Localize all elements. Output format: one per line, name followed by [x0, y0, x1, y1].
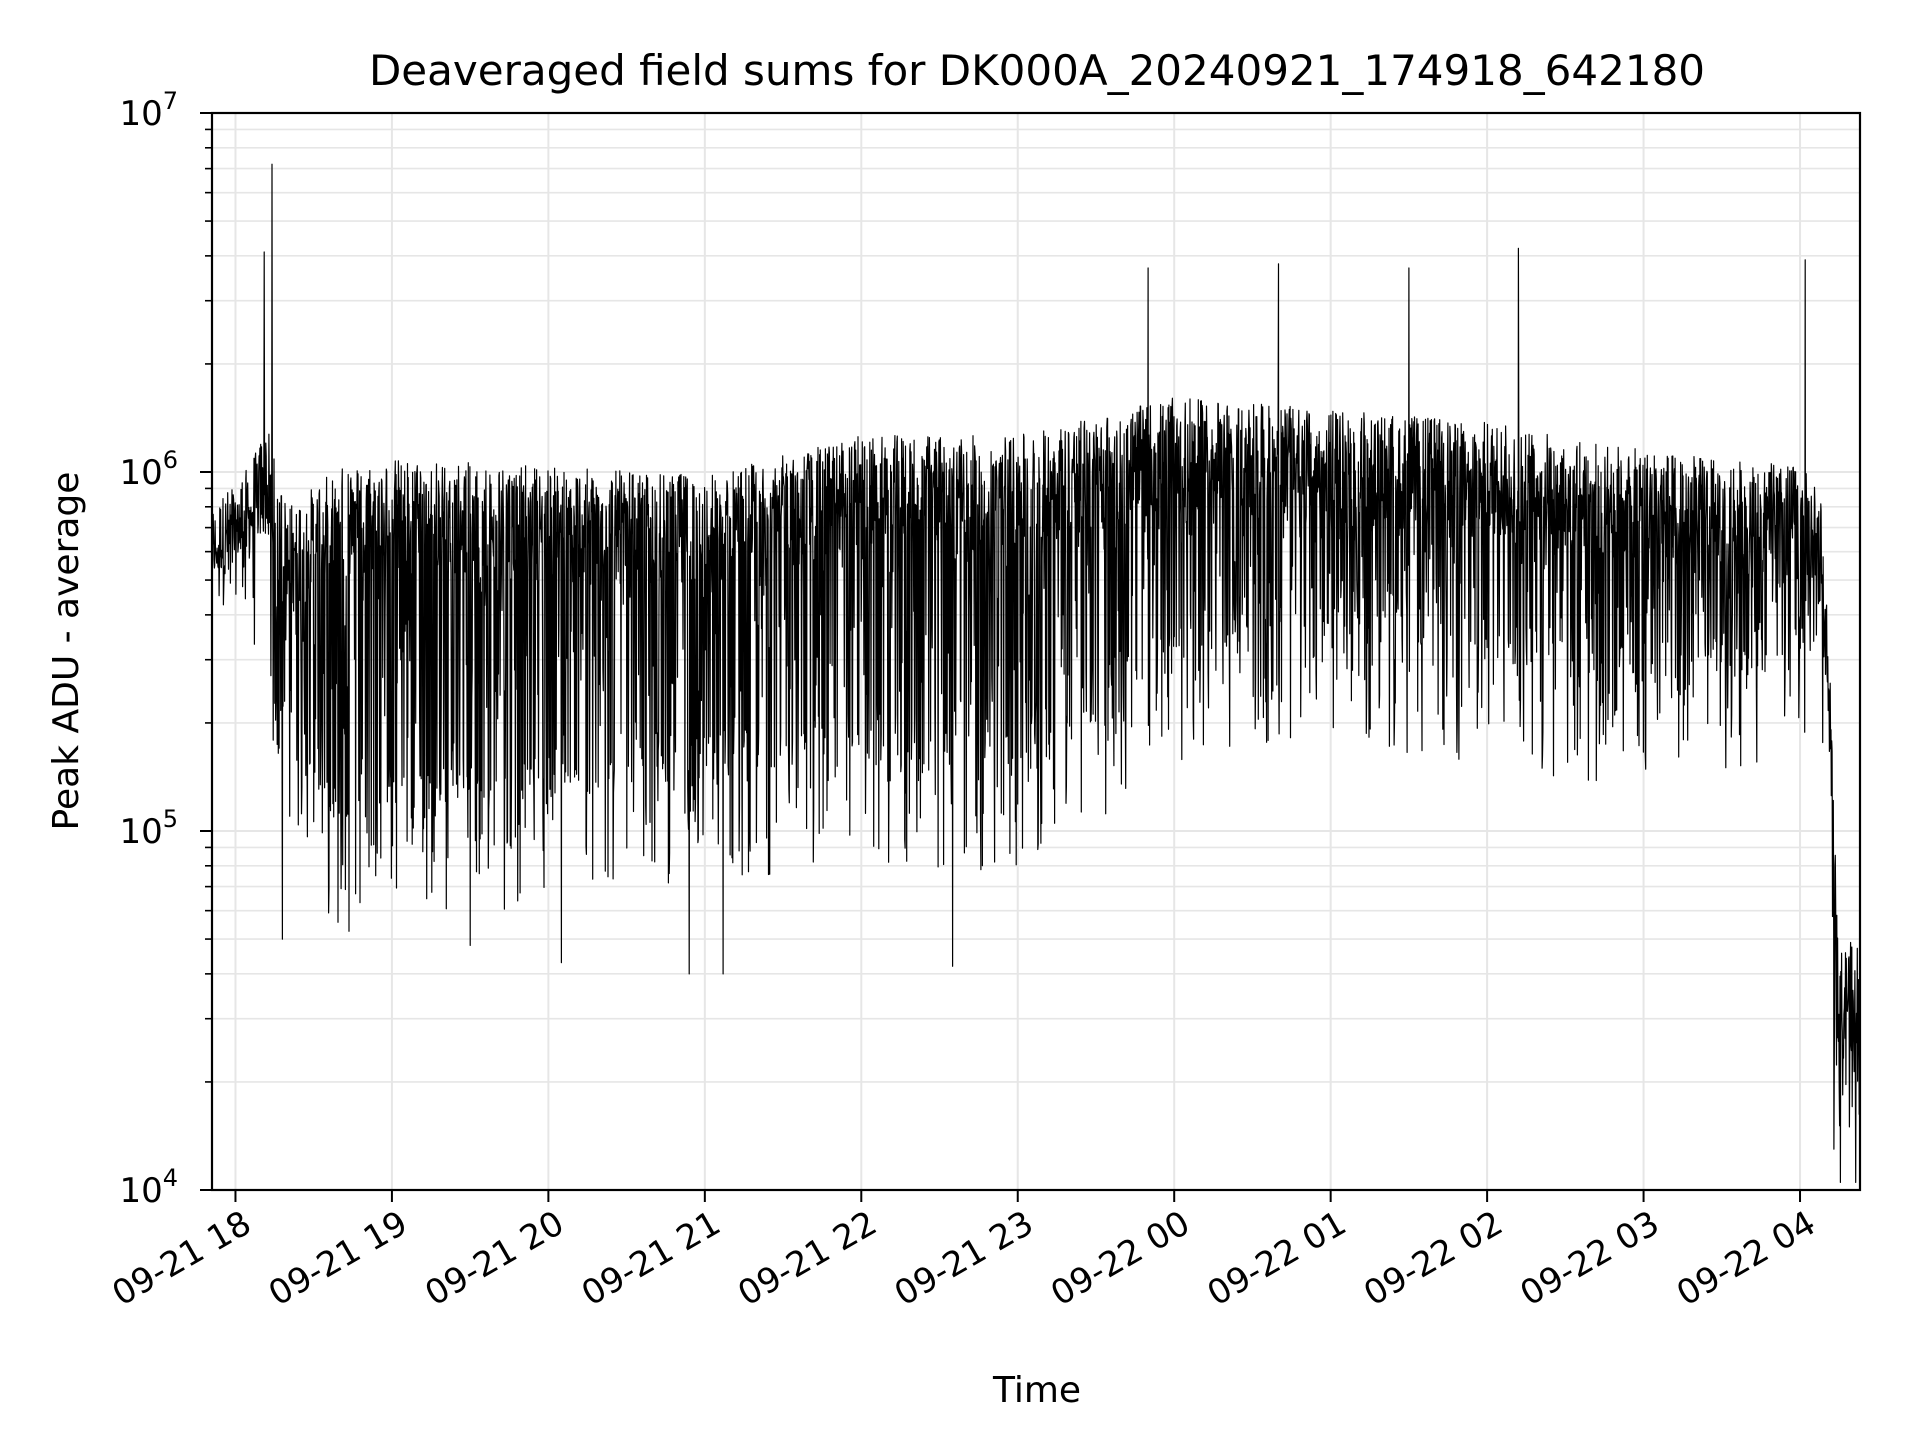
y-tick-label: 106 — [119, 446, 178, 493]
plot-frame — [210, 111, 1862, 1192]
data-series — [211, 163, 1861, 1183]
chart-title: Deaveraged field sums for DK000A_2024092… — [369, 46, 1705, 95]
x-axis-title: Time — [992, 1370, 1081, 1411]
y-tick-label: 105 — [119, 805, 178, 852]
series-line — [211, 163, 1861, 1183]
y-axis-title: Peak ADU - average — [46, 472, 87, 831]
y-tick-label: 104 — [119, 1164, 178, 1211]
y-tick-label: 107 — [119, 87, 178, 134]
y-axis-ticks: 104 105 106 107 — [119, 87, 212, 1211]
